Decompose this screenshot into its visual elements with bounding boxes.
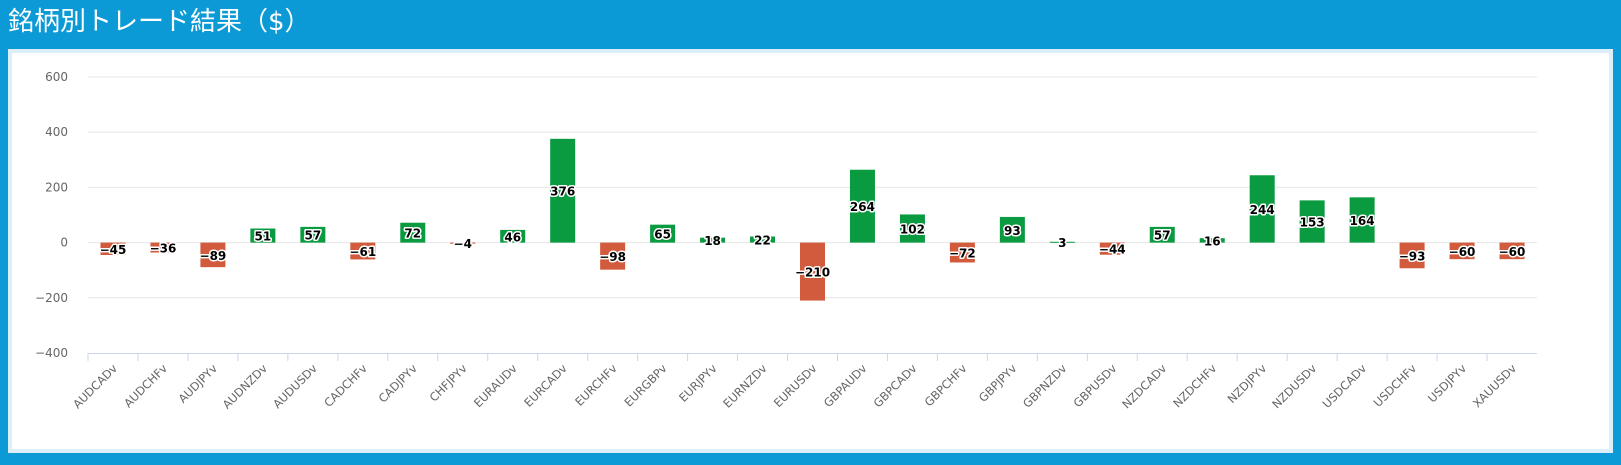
x-tick-label: EURUSDv: [771, 361, 820, 410]
bar[interactable]: [500, 229, 526, 243]
x-tick-label: NZDUSDv: [1269, 361, 1319, 411]
chart-panel: [8, 49, 1613, 453]
bar[interactable]: [899, 214, 925, 243]
data-label: −210: [795, 266, 830, 280]
bar[interactable]: [1299, 200, 1325, 243]
bar[interactable]: [1199, 238, 1225, 243]
bar[interactable]: [350, 242, 376, 260]
bar[interactable]: [450, 242, 476, 244]
data-label: 376: [550, 185, 575, 199]
data-label: −61: [349, 245, 376, 259]
x-tick-label: AUDCHFv: [121, 361, 170, 410]
x-tick-label: CADJPYv: [376, 361, 420, 405]
y-tick-label: 0: [60, 236, 68, 250]
x-tick-label: NZDJPYv: [1225, 361, 1270, 406]
y-tick-label: 400: [45, 125, 68, 139]
bar[interactable]: [400, 222, 426, 243]
bar[interactable]: [1499, 242, 1525, 260]
bar[interactable]: [150, 242, 176, 253]
x-tick-label: AUDCADv: [70, 361, 120, 411]
data-label: −98: [599, 250, 626, 264]
page-title: 銘柄別トレード結果（$）: [8, 7, 311, 37]
data-label: 57: [304, 229, 321, 243]
data-label: 51: [255, 230, 272, 244]
bar[interactable]: [600, 242, 626, 270]
x-tick-label: NZDCADv: [1119, 361, 1169, 411]
data-label: −89: [200, 249, 227, 263]
data-label: 72: [404, 227, 421, 241]
x-tick-label: AUDUSDv: [270, 361, 320, 411]
data-label: 3: [1058, 236, 1066, 250]
x-tick-label: EURAUDv: [471, 361, 520, 410]
bar[interactable]: [650, 224, 676, 243]
x-tick-label: AUDJPYv: [175, 361, 220, 406]
x-tick-label: GBPJPYv: [976, 361, 1020, 405]
data-label: −44: [1099, 243, 1126, 257]
x-tick-label: GBPCADv: [871, 361, 920, 410]
bar[interactable]: [750, 236, 776, 243]
x-tick-label: AUDNZDv: [220, 361, 271, 412]
bar[interactable]: [250, 228, 276, 243]
x-tick-label: CHFJPYv: [427, 361, 470, 404]
data-label: 93: [1004, 224, 1021, 238]
data-label: −60: [1449, 245, 1476, 259]
bar[interactable]: [200, 242, 226, 268]
data-label: −72: [949, 247, 976, 261]
x-tick-label: GBPNZDv: [1020, 361, 1070, 411]
x-tick-label: USDJPYv: [1425, 361, 1469, 405]
bar[interactable]: [700, 237, 726, 243]
x-tick-label: GBPUSDv: [1071, 361, 1120, 410]
data-label: 22: [754, 234, 771, 248]
data-label: 16: [1204, 234, 1221, 248]
label-layer: −45 −36 −89 51 57 −61 72 −4 46 376 −98 65 18 22 −210 26…: [98, 183, 1527, 281]
x-tick-label: EURCHFv: [572, 361, 620, 409]
data-label: 18: [704, 234, 721, 248]
bar[interactable]: [550, 138, 576, 243]
bar[interactable]: [1099, 242, 1125, 255]
bar[interactable]: [1399, 242, 1425, 269]
y-tick-label: −400: [35, 346, 68, 360]
x-tick-label: GBPAUDv: [821, 361, 870, 410]
data-label: −93: [1399, 249, 1426, 263]
x-tick-label: USDCADv: [1320, 361, 1370, 411]
bar[interactable]: [999, 216, 1025, 243]
y-tick-label: 200: [45, 180, 68, 194]
bar[interactable]: [100, 242, 126, 256]
x-tick-label: NZDCHFv: [1170, 361, 1219, 410]
header-bar: 銘柄別トレード結果（$）: [0, 0, 1621, 48]
y-tick-label: −200: [35, 291, 68, 305]
data-label: −36: [150, 242, 177, 256]
x-tick-label: XAUUSDv: [1470, 361, 1519, 410]
y-tick-label: 600: [45, 70, 68, 84]
x-tick-label: GBPCHFv: [922, 361, 970, 409]
bar-layer: [100, 138, 1525, 301]
data-label: 244: [1250, 203, 1275, 217]
x-tick-label: CADCHFv: [321, 361, 370, 410]
bar[interactable]: [300, 226, 326, 243]
x-tick-label: EURGBPv: [621, 361, 669, 409]
data-label: 46: [504, 230, 521, 244]
bar[interactable]: [1449, 242, 1475, 260]
data-label: 57: [1154, 229, 1171, 243]
x-tick-label: EURJPYv: [676, 361, 720, 405]
x-tick-label: EURCADv: [521, 361, 570, 410]
bar[interactable]: [1049, 241, 1075, 243]
data-label: 164: [1350, 214, 1375, 228]
data-label: −4: [454, 237, 472, 251]
data-label: 264: [850, 200, 875, 214]
data-label: −60: [1499, 245, 1526, 259]
data-label: 102: [900, 223, 925, 237]
data-label: 153: [1300, 215, 1325, 229]
data-label: 65: [654, 228, 671, 242]
bar[interactable]: [800, 242, 825, 301]
x-tick-label: EURNZDv: [720, 361, 770, 411]
bar[interactable]: [1249, 175, 1275, 243]
x-tick-label: USDCHFv: [1371, 361, 1420, 410]
bar[interactable]: [1149, 226, 1175, 243]
bar[interactable]: [949, 242, 975, 263]
bar[interactable]: [849, 169, 875, 243]
data-label: −45: [100, 243, 127, 257]
bar[interactable]: [1349, 197, 1375, 243]
